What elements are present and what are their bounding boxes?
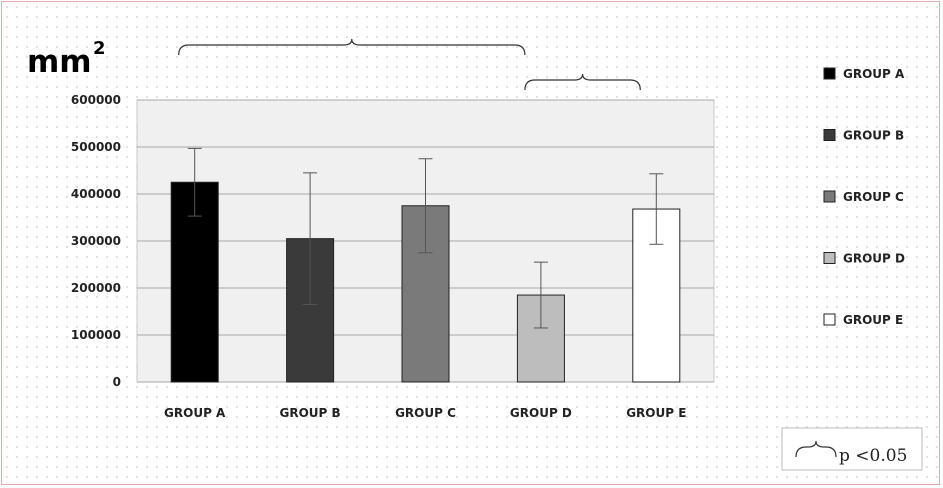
bar (170, 181, 219, 383)
x-category-label: GROUP D (510, 406, 572, 420)
y-tick-label: 600000 (71, 93, 121, 107)
y-axis-unit-exponent: 2 (93, 38, 106, 59)
legend-label: GROUP B (843, 129, 904, 143)
legend-swatch (823, 129, 836, 141)
x-category-label: GROUP E (626, 406, 686, 420)
legend-swatch (823, 252, 836, 264)
significance-note-brace (795, 440, 837, 458)
y-tick-label: 0 (113, 375, 121, 389)
y-tick-label: 500000 (71, 140, 121, 154)
x-category-label: GROUP A (164, 406, 226, 420)
y-tick-label: 300000 (71, 234, 121, 248)
y-tick-label: 400000 (71, 187, 121, 201)
legend-swatch (823, 313, 836, 326)
legend-label: GROUP C (843, 190, 904, 204)
legend-label: GROUP A (843, 67, 905, 81)
x-category-label: GROUP C (395, 406, 456, 420)
y-tick-label: 200000 (71, 281, 121, 295)
legend-label: GROUP E (843, 313, 903, 327)
x-category-label: GROUP B (280, 406, 341, 420)
y-tick-label: 100000 (71, 328, 121, 342)
significance-bracket (178, 38, 526, 56)
significance-note: p <0.05 (839, 446, 907, 466)
significance-bracket (524, 73, 641, 91)
y-axis-unit: mm (27, 44, 92, 80)
legend-label: GROUP D (843, 252, 905, 266)
legend-swatch (823, 67, 836, 80)
significance-note-box (781, 427, 923, 471)
legend-swatch (823, 190, 836, 203)
